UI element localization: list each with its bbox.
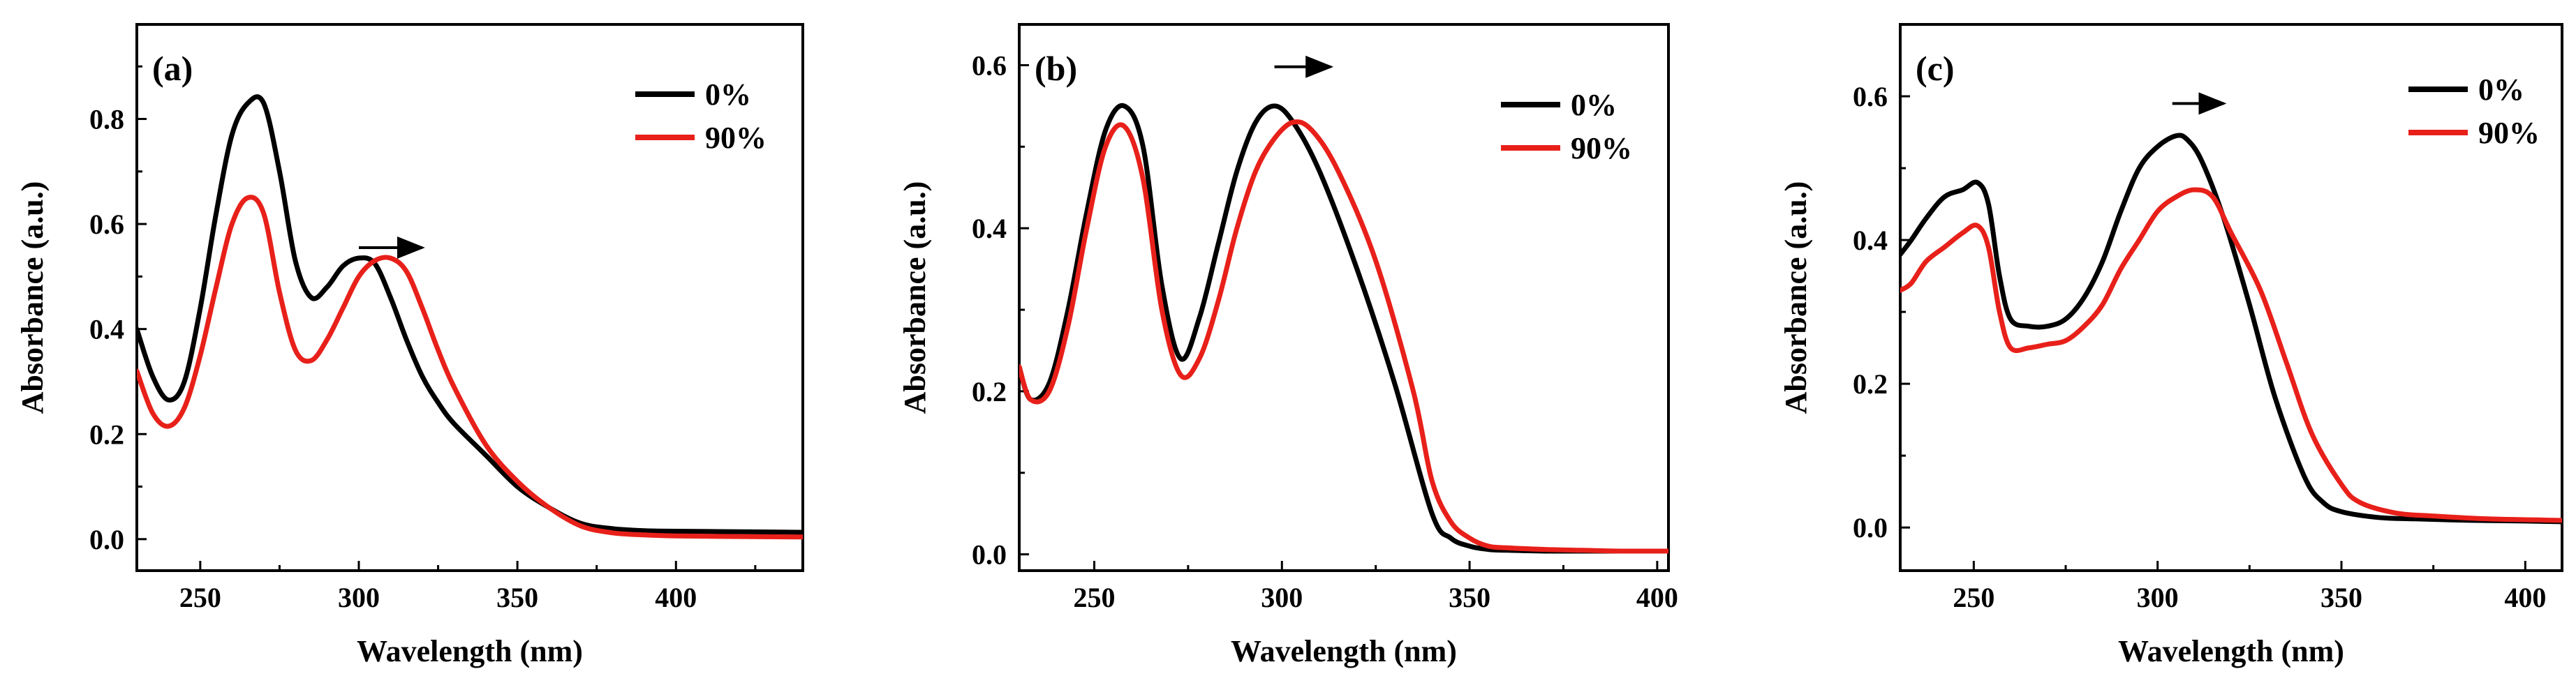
series-line-90pct <box>1900 187 2562 523</box>
chart-panel-2: 250 300 350 400 0.0 0.2 0.4 0.6 Wavelength (nm) A… <box>898 23 1678 668</box>
y-tick-label: 0.2 <box>89 419 124 450</box>
y-tick-label: 0.0 <box>89 524 124 555</box>
legend-label: 0% <box>1571 88 1617 122</box>
x-tick-label: 250 <box>1074 582 1116 613</box>
panel-label: (b) <box>1035 49 1077 88</box>
legend-label: 0% <box>705 77 751 112</box>
chart-panel-3: 250 300 350 400 0.0 0.2 0.4 0.6 Wavelength (nm) A… <box>1779 23 2563 668</box>
x-tick-label: 400 <box>2504 582 2546 613</box>
y-axis-title: Absorbance (a.u.) <box>898 181 932 414</box>
x-tick-label: 400 <box>1636 582 1678 613</box>
x-tick-label: 350 <box>2320 582 2362 613</box>
plot-frame <box>1018 23 1670 572</box>
plot-frame <box>1899 23 2563 572</box>
legend-label: 0% <box>2478 73 2524 107</box>
x-tick-label: 350 <box>496 582 538 613</box>
y-tick-label: 0.6 <box>89 209 124 240</box>
y-tick-label: 0.2 <box>972 376 1007 407</box>
x-axis-title: Wavelength (nm) <box>2118 634 2344 668</box>
x-tick-label: 350 <box>1449 582 1490 613</box>
x-tick-label: 400 <box>655 582 697 613</box>
panel-label: (a) <box>152 49 193 88</box>
legend-label: 90% <box>2478 116 2540 150</box>
y-axis-title: Absorbance (a.u.) <box>15 181 50 414</box>
y-tick-label: 0.8 <box>89 104 124 135</box>
legend-label: 90% <box>1571 131 1632 165</box>
x-tick-label: 250 <box>179 582 221 613</box>
y-tick-label: 0.4 <box>1853 225 1888 256</box>
panel-label: (c) <box>1916 49 1955 88</box>
series-line-0pct <box>137 94 803 535</box>
x-axis-title: Wavelength (nm) <box>1231 634 1457 668</box>
y-tick-label: 0.6 <box>1853 81 1888 112</box>
x-tick-label: 300 <box>338 582 380 613</box>
y-tick-label: 0.6 <box>972 50 1007 81</box>
y-tick-label: 0.4 <box>89 314 124 345</box>
y-tick-label: 0.0 <box>1853 512 1888 543</box>
x-tick-label: 300 <box>1261 582 1303 613</box>
legend-label: 90% <box>705 121 767 155</box>
y-tick-label: 0.4 <box>972 213 1007 244</box>
series-line-0pct <box>1900 133 2562 525</box>
chart-panel-1: 250 300 350 400 0.0 0.2 0.4 0.6 0.8 Wavelength (n… <box>15 23 804 668</box>
plot-frame <box>135 23 804 572</box>
x-axis-title: Wavelength (nm) <box>357 634 583 668</box>
series-line-90pct <box>137 195 803 540</box>
y-tick-label: 0.2 <box>1853 368 1888 400</box>
y-axis-title: Absorbance (a.u.) <box>1779 181 1813 414</box>
y-tick-label: 0.0 <box>972 539 1007 571</box>
series-line-90pct <box>1019 119 1668 554</box>
x-tick-label: 250 <box>1953 582 1994 613</box>
x-tick-label: 300 <box>2137 582 2179 613</box>
series-line-0pct <box>1019 103 1668 554</box>
